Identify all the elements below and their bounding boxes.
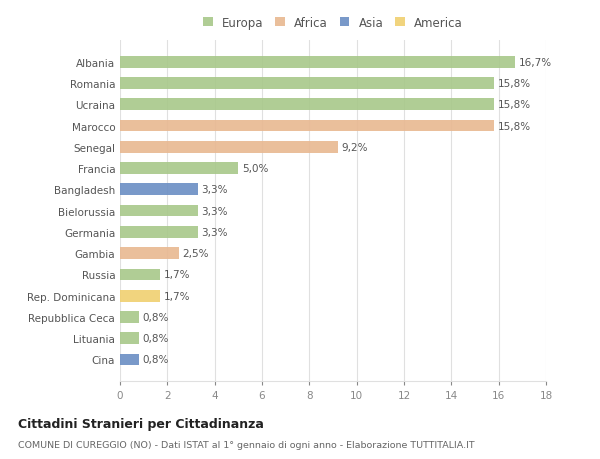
Bar xyxy=(120,120,494,132)
Text: 3,3%: 3,3% xyxy=(202,185,228,195)
Bar xyxy=(120,311,139,323)
Text: 1,7%: 1,7% xyxy=(164,291,190,301)
Bar xyxy=(120,99,494,111)
Text: Cittadini Stranieri per Cittadinanza: Cittadini Stranieri per Cittadinanza xyxy=(18,417,264,430)
Bar xyxy=(120,205,198,217)
Bar xyxy=(120,269,160,280)
Bar xyxy=(120,248,179,259)
Text: 5,0%: 5,0% xyxy=(242,164,268,174)
Text: 9,2%: 9,2% xyxy=(341,142,368,152)
Bar xyxy=(120,227,198,238)
Bar xyxy=(120,142,338,153)
Bar xyxy=(120,290,160,302)
Bar xyxy=(120,354,139,365)
Text: 15,8%: 15,8% xyxy=(497,100,530,110)
Text: 0,8%: 0,8% xyxy=(142,312,169,322)
Text: 15,8%: 15,8% xyxy=(497,121,530,131)
Text: 2,5%: 2,5% xyxy=(183,249,209,258)
Text: 0,8%: 0,8% xyxy=(142,334,169,343)
Legend: Europa, Africa, Asia, America: Europa, Africa, Asia, America xyxy=(200,13,466,33)
Text: 0,8%: 0,8% xyxy=(142,355,169,365)
Bar xyxy=(120,57,515,68)
Text: 3,3%: 3,3% xyxy=(202,227,228,237)
Text: 16,7%: 16,7% xyxy=(519,57,552,67)
Text: 3,3%: 3,3% xyxy=(202,206,228,216)
Text: 15,8%: 15,8% xyxy=(497,79,530,89)
Text: COMUNE DI CUREGGIO (NO) - Dati ISTAT al 1° gennaio di ogni anno - Elaborazione T: COMUNE DI CUREGGIO (NO) - Dati ISTAT al … xyxy=(18,441,475,449)
Bar xyxy=(120,163,238,174)
Text: 1,7%: 1,7% xyxy=(164,270,190,280)
Bar xyxy=(120,184,198,196)
Bar xyxy=(120,78,494,90)
Bar xyxy=(120,333,139,344)
